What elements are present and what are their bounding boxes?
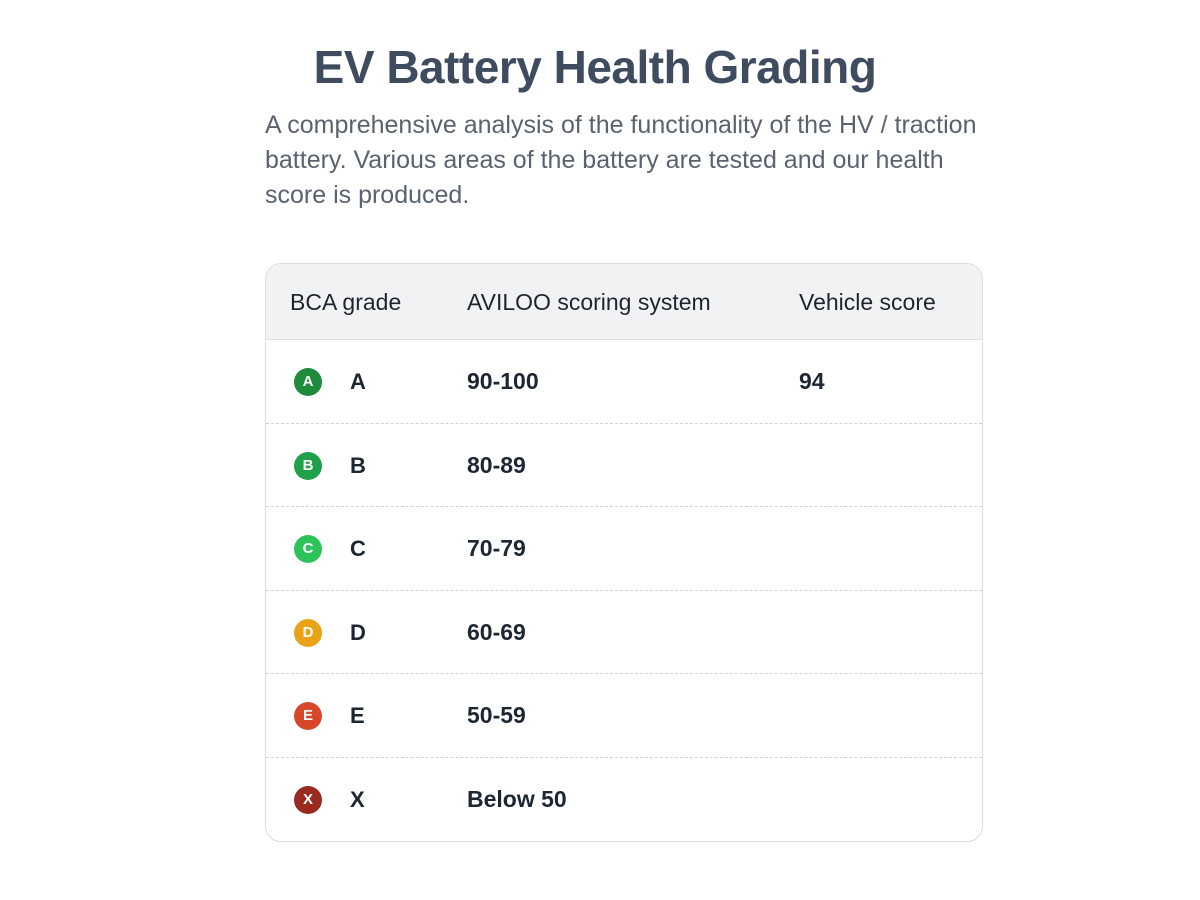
score-range: 90-100 [467,368,539,394]
grade-badge-icon: X [294,785,322,814]
table-row: A A 90-100 94 [266,340,982,424]
grade-badge-icon: D [294,618,322,647]
table-row: C C 70-79 [266,507,982,591]
grading-table: BCA grade AVILOO scoring system Vehicle … [265,263,983,842]
page-description: A comprehensive analysis of the function… [265,111,977,209]
grade-letter: E [350,703,365,728]
table-row: D D 60-69 [266,591,982,674]
score-range: Below 50 [467,785,567,812]
column-header-vehicle-score: Vehicle score [799,289,936,315]
column-header-bca-grade: BCA grade [290,289,402,315]
grade-badge-icon: B [294,451,322,480]
page-title: EV Battery Health Grading [313,41,877,93]
grade-badge-icon: E [294,702,322,730]
column-header-aviloo-scoring: AVILOO scoring system [467,289,711,315]
grade-badge-icon: A [294,368,322,396]
grade-letter: B [350,452,366,478]
table-row: B B 80-89 [266,424,982,507]
grade-letter: D [350,619,366,645]
table-header: BCA grade AVILOO scoring system Vehicle … [266,264,982,340]
score-range: 60-69 [467,618,526,645]
grade-badge-icon: C [294,535,322,563]
score-range: 50-59 [467,702,526,728]
grade-letter: A [350,369,366,394]
table-row: E E 50-59 [266,674,982,758]
grade-letter: C [350,536,366,561]
score-range: 80-89 [467,451,526,478]
score-range: 70-79 [467,535,526,561]
grade-letter: X [350,786,365,812]
vehicle-score: 94 [799,368,825,394]
table-row: X X Below 50 [266,758,982,842]
